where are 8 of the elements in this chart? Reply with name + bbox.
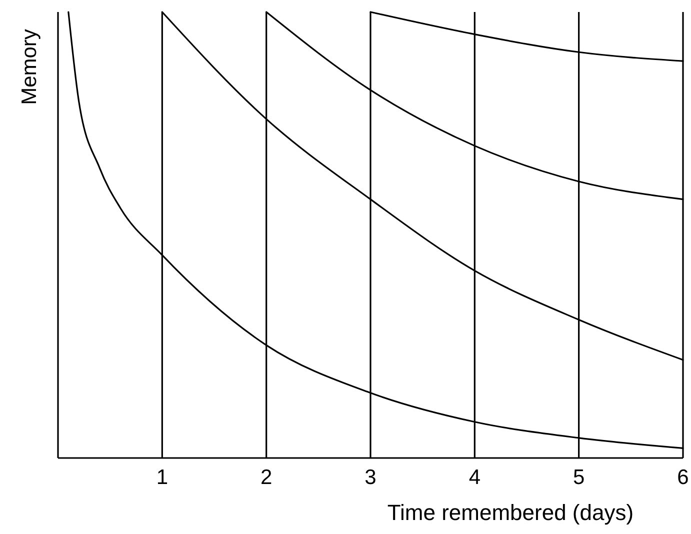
x-tick-label: 5 [572, 466, 585, 489]
x-tick-label: 4 [468, 466, 481, 489]
x-tick-label: 2 [260, 466, 272, 489]
x-axis-title: Time remembered (days) [387, 500, 634, 525]
x-tick-label: 1 [156, 466, 168, 489]
y-axis-title: Memory [18, 28, 41, 105]
x-tick-label: 3 [364, 466, 376, 489]
x-tick-label: 6 [677, 466, 689, 489]
